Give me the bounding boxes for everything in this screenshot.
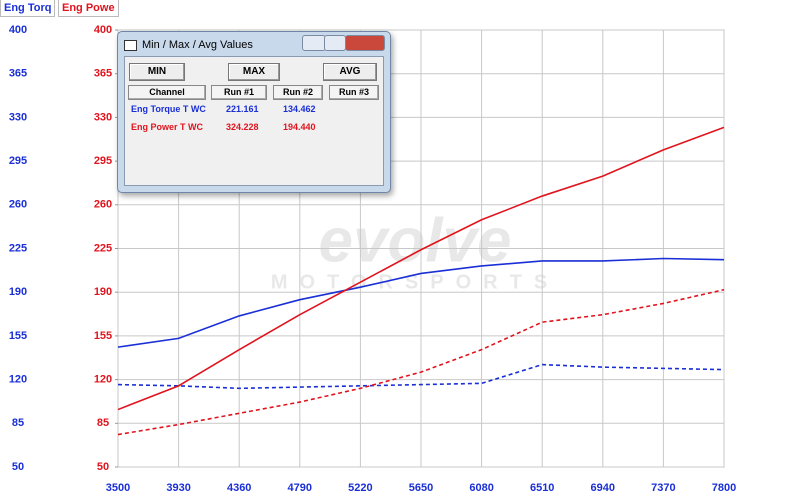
y-tick-label: 225	[9, 242, 27, 254]
cell-value: 324.228	[226, 122, 259, 132]
tab[interactable]: Eng Torq	[0, 0, 56, 17]
y-tick-label: 155	[9, 330, 27, 342]
column-header: Run #3	[329, 85, 379, 100]
series-line	[117, 126, 725, 411]
x-tick-label: 5650	[409, 482, 433, 494]
x-tick-label: 4790	[288, 482, 312, 494]
minimize-button[interactable]	[302, 35, 326, 51]
series-line	[117, 288, 725, 436]
cell-value: 221.161	[226, 104, 259, 114]
x-tick-label: 6510	[530, 482, 554, 494]
x-tick-label: 4360	[227, 482, 251, 494]
column-header: Run #2	[273, 85, 323, 100]
stats-window: Min / Max / Avg Values MIN MAX AVG Chann…	[117, 31, 391, 193]
close-button[interactable]	[345, 35, 385, 51]
channel-name: Eng Power T WC	[131, 122, 203, 132]
y-tick-label: 85	[12, 417, 24, 429]
x-tick-label: 3500	[106, 482, 130, 494]
cell-value: 134.462	[283, 104, 316, 114]
max-button[interactable]: MAX	[228, 63, 280, 81]
y-tick-label: 120	[9, 374, 27, 386]
y2-tick-label: 365	[94, 68, 112, 80]
y2-tick-label: 190	[94, 286, 112, 298]
column-header: Channel	[128, 85, 206, 100]
y-tick-label: 50	[12, 461, 24, 473]
y-tick-label: 400	[9, 24, 27, 36]
x-tick-label: 6080	[469, 482, 493, 494]
x-tick-label: 3930	[166, 482, 190, 494]
x-tick-label: 7800	[712, 482, 736, 494]
y-tick-label: 260	[9, 199, 27, 211]
y2-tick-label: 260	[94, 199, 112, 211]
y2-tick-label: 50	[97, 461, 109, 473]
watermark-logo: evolve	[318, 206, 511, 275]
y2-tick-label: 85	[97, 417, 109, 429]
series-line	[117, 363, 725, 390]
tab[interactable]: Eng Powe	[58, 0, 119, 17]
maximize-button[interactable]	[324, 35, 346, 51]
avg-button[interactable]: AVG	[323, 63, 377, 81]
channel-name: Eng Torque T WC	[131, 104, 206, 114]
watermark-sub: MOTORSPORTS	[271, 271, 559, 293]
y2-tick-label: 225	[94, 242, 112, 254]
y2-tick-label: 295	[94, 155, 112, 167]
min-button[interactable]: MIN	[129, 63, 185, 81]
x-tick-label: 5220	[348, 482, 372, 494]
series-line	[117, 257, 725, 348]
window-icon	[124, 40, 137, 51]
watermark: evolve MOTORSPORTS	[271, 206, 559, 293]
y-tick-label: 365	[9, 68, 27, 80]
window-title: Min / Max / Avg Values	[142, 39, 253, 51]
x-tick-label: 6940	[591, 482, 615, 494]
cell-value: 194.440	[283, 122, 316, 132]
y-tick-label: 295	[9, 155, 27, 167]
y2-tick-label: 330	[94, 111, 112, 123]
window-body: MIN MAX AVG Channel Run #1 Run #2 Run #3…	[124, 56, 384, 186]
y2-tick-label: 400	[94, 24, 112, 36]
y-tick-label: 190	[9, 286, 27, 298]
y2-tick-label: 155	[94, 330, 112, 342]
x-tick-label: 7370	[651, 482, 675, 494]
y2-tick-label: 120	[94, 374, 112, 386]
column-header: Run #1	[211, 85, 267, 100]
y-tick-label: 330	[9, 111, 27, 123]
